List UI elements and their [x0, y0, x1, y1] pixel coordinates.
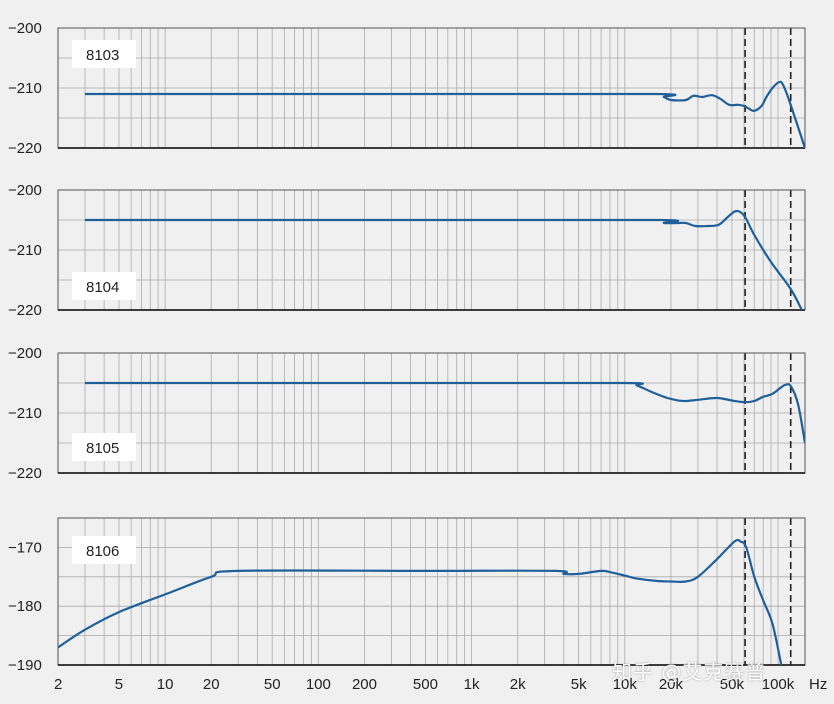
series-tag-box [72, 272, 136, 300]
x-tick-label: 500 [413, 676, 438, 693]
series-tag-label: 8105 [86, 440, 119, 457]
y-tick-label: −200 [8, 182, 42, 199]
y-tick-label: −220 [8, 465, 42, 482]
y-tick-label: −220 [8, 140, 42, 157]
series-tag-box [72, 536, 136, 564]
x-tick-label: 5k [571, 676, 587, 693]
x-tick-label: 50k [720, 676, 745, 693]
series-tag-box [72, 40, 136, 68]
y-tick-label: −180 [8, 598, 42, 615]
x-tick-label: 10 [157, 676, 174, 693]
x-axis-unit-label: Hz [809, 676, 827, 693]
y-tick-label: −210 [8, 242, 42, 259]
series-line-8103 [85, 80, 805, 148]
series-tag-label: 8104 [86, 279, 119, 296]
x-tick-label: 2 [54, 676, 62, 693]
y-tick-label: −200 [8, 345, 42, 362]
y-tick-label: −200 [8, 20, 42, 37]
plot-area [58, 518, 805, 665]
x-tick-label: 50 [264, 676, 281, 693]
y-tick-label: −170 [8, 539, 42, 556]
series-line-8105 [85, 381, 805, 444]
x-tick-label: 5 [115, 676, 123, 693]
series-tag-box [72, 433, 136, 461]
series-line-8104 [85, 209, 803, 310]
x-tick-label: 2k [510, 676, 526, 693]
x-tick-label: 10k [613, 676, 638, 693]
series-tag-label: 8106 [86, 543, 119, 560]
y-tick-label: −210 [8, 405, 42, 422]
watermark: 知乎 @艾克赛普 [612, 660, 767, 684]
x-tick-label: 100 [306, 676, 331, 693]
x-tick-label: 20k [659, 676, 684, 693]
x-tick-label: 200 [352, 676, 377, 693]
series-line-8106 [58, 538, 783, 665]
y-tick-label: −220 [8, 302, 42, 319]
x-tick-label: 20 [203, 676, 220, 693]
y-tick-label: −210 [8, 80, 42, 97]
y-tick-label: −190 [8, 657, 42, 674]
x-tick-label: 100k [762, 676, 795, 693]
x-tick-label: 1k [464, 676, 480, 693]
series-tag-label: 8103 [86, 47, 119, 64]
